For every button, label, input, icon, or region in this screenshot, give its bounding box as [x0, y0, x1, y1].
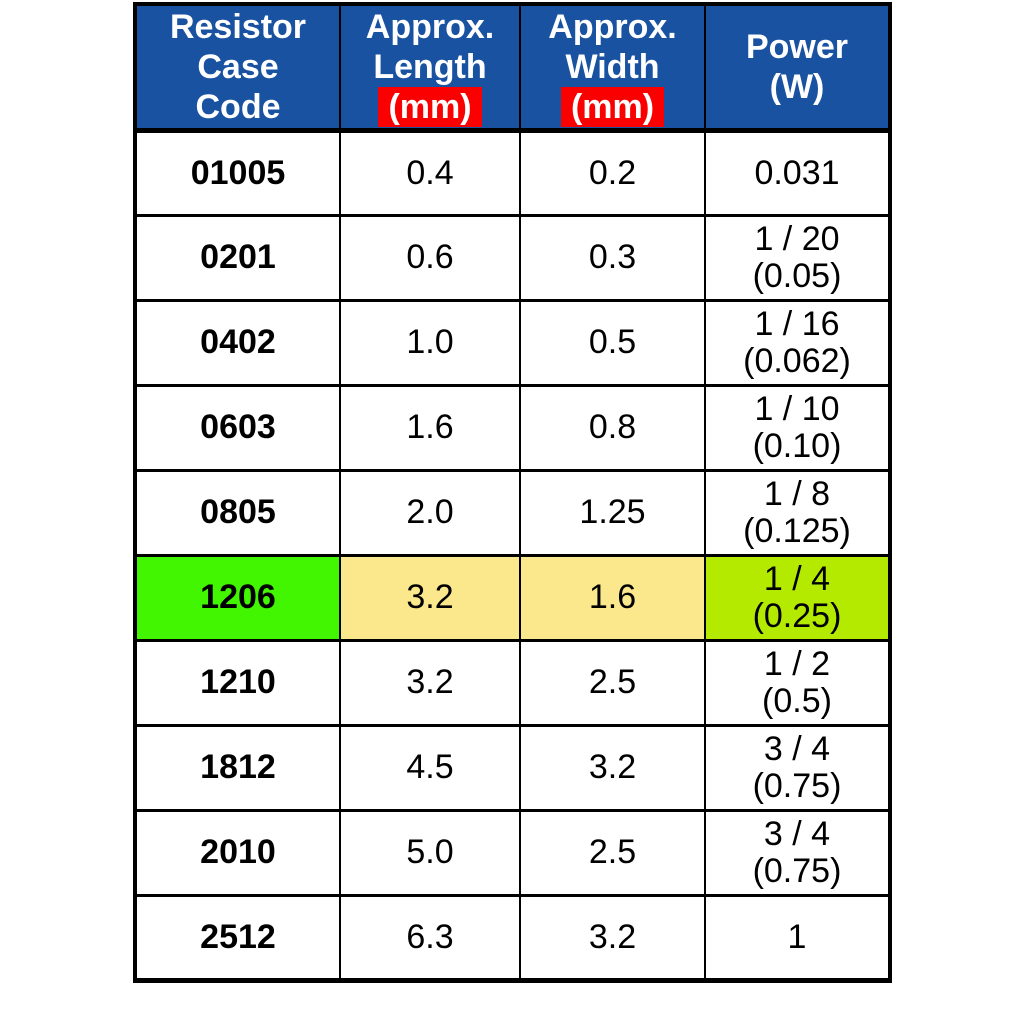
header-line: Code: [195, 87, 281, 126]
power-watts: (0.05): [752, 256, 842, 295]
length-cell: 0.6: [339, 213, 521, 302]
power-fraction: 1 / 16: [754, 304, 840, 343]
power-fraction: 1 / 4: [763, 559, 831, 598]
header-line: Approx.: [365, 7, 495, 46]
length-cell: 3.2: [339, 553, 521, 642]
table-row: 1210 3.2 2.5 1 / 2 (0.5): [134, 638, 891, 727]
power-watts: (0.5): [762, 681, 832, 720]
header-line: Approx.: [548, 7, 677, 46]
power-cell: 0.031: [704, 128, 891, 217]
power-cell: 1 / 16 (0.062): [704, 298, 891, 387]
width-cell: 2.5: [519, 808, 706, 897]
table-row-highlighted: 1206 3.2 1.6 1 / 4 (0.25): [134, 553, 891, 642]
resistor-size-table-wrap: Resistor Case Code Approx. Length (mm) A…: [133, 2, 892, 983]
case-code-cell: 2010: [134, 808, 341, 897]
header-cell-length: Approx. Length (mm): [339, 2, 521, 133]
width-cell: 1.6: [519, 553, 706, 642]
length-cell: 3.2: [339, 638, 521, 727]
table-row: 2512 6.3 3.2 1: [134, 893, 891, 983]
length-cell: 1.6: [339, 383, 521, 472]
case-code-cell: 0402: [134, 298, 341, 387]
case-code-cell: 0603: [134, 383, 341, 472]
unit-badge-length: (mm): [378, 86, 482, 127]
width-cell: 1.25: [519, 468, 706, 557]
case-code-cell: 01005: [134, 128, 341, 217]
case-code-cell: 0805: [134, 468, 341, 557]
length-cell: 4.5: [339, 723, 521, 812]
power-watts: (0.062): [743, 341, 851, 380]
length-cell: 5.0: [339, 808, 521, 897]
table-row: 01005 0.4 0.2 0.031: [134, 128, 891, 217]
table-row: 2010 5.0 2.5 3 / 4 (0.75): [134, 808, 891, 897]
case-code-cell: 1812: [134, 723, 341, 812]
width-cell: 0.5: [519, 298, 706, 387]
header-cell-width: Approx. Width (mm): [519, 2, 706, 133]
header-cell-power: Power (W): [704, 2, 891, 133]
power-cell: 3 / 4 (0.75): [704, 808, 891, 897]
power-watts: (0.125): [743, 511, 851, 550]
power-fraction: 1 / 2: [763, 644, 831, 683]
width-cell: 0.3: [519, 213, 706, 302]
header-cell-case-code: Resistor Case Code: [134, 2, 341, 133]
power-cell: 1 / 2 (0.5): [704, 638, 891, 727]
header-line: (W): [769, 67, 825, 106]
case-code-cell: 2512: [134, 893, 341, 983]
power-cell: 1: [704, 893, 891, 983]
power-fraction: 3 / 4: [763, 729, 831, 768]
power-cell: 1 / 4 (0.25): [704, 553, 891, 642]
power-cell: 1 / 10 (0.10): [704, 383, 891, 472]
length-cell: 1.0: [339, 298, 521, 387]
power-fraction: 1 / 10: [754, 389, 840, 428]
case-code-cell: 1210: [134, 638, 341, 727]
table-row: 0201 0.6 0.3 1 / 20 (0.05): [134, 213, 891, 302]
power-watts: (0.25): [752, 596, 842, 635]
header-line: (mm): [521, 86, 704, 127]
resistor-size-table: Resistor Case Code Approx. Length (mm) A…: [133, 2, 892, 983]
header-line: Width: [565, 47, 660, 86]
power-watts: (0.75): [752, 851, 842, 890]
case-code-cell: 0201: [134, 213, 341, 302]
header-line: Resistor: [169, 7, 307, 46]
table-row: 0805 2.0 1.25 1 / 8 (0.125): [134, 468, 891, 557]
header-line: Case: [197, 47, 279, 86]
power-fraction: 0.031: [754, 153, 840, 192]
length-cell: 2.0: [339, 468, 521, 557]
case-code-cell: 1206: [134, 553, 341, 642]
power-cell: 3 / 4 (0.75): [704, 723, 891, 812]
power-fraction: 1: [787, 917, 807, 956]
header-line: Length: [373, 47, 487, 86]
width-cell: 3.2: [519, 723, 706, 812]
header-row: Resistor Case Code Approx. Length (mm) A…: [134, 2, 891, 133]
header-line: Power: [745, 27, 849, 66]
width-cell: 3.2: [519, 893, 706, 983]
power-fraction: 1 / 20: [754, 219, 840, 258]
table-row: 0402 1.0 0.5 1 / 16 (0.062): [134, 298, 891, 387]
table-row: 1812 4.5 3.2 3 / 4 (0.75): [134, 723, 891, 812]
power-fraction: 3 / 4: [763, 814, 831, 853]
width-cell: 0.8: [519, 383, 706, 472]
power-cell: 1 / 8 (0.125): [704, 468, 891, 557]
power-watts: (0.10): [752, 426, 842, 465]
width-cell: 0.2: [519, 128, 706, 217]
power-cell: 1 / 20 (0.05): [704, 213, 891, 302]
length-cell: 6.3: [339, 893, 521, 983]
header-line: (mm): [341, 86, 519, 127]
length-cell: 0.4: [339, 128, 521, 217]
width-cell: 2.5: [519, 638, 706, 727]
power-fraction: 1 / 8: [763, 474, 831, 513]
unit-badge-width: (mm): [560, 86, 665, 127]
table-row: 0603 1.6 0.8 1 / 10 (0.10): [134, 383, 891, 472]
power-watts: (0.75): [752, 766, 842, 805]
